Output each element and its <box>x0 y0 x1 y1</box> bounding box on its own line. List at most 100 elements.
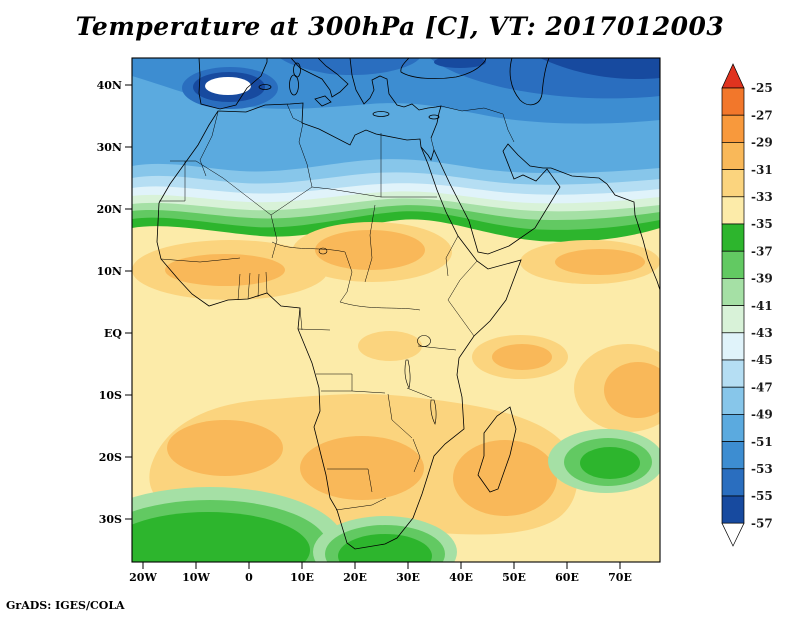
lake-chad <box>318 247 328 255</box>
lakes <box>318 247 437 425</box>
orange-south-core-central <box>300 436 424 500</box>
black-sea-coastline <box>400 58 487 79</box>
colorbar-tick-label: -31 <box>751 163 773 177</box>
temperature-field <box>132 58 660 562</box>
lat-tick-label: 20N <box>97 203 122 216</box>
border-line <box>195 160 382 216</box>
orange-arabian-sea-core <box>555 249 645 275</box>
lake-victoria <box>417 335 431 347</box>
colorbar-segment <box>721 495 745 524</box>
colorbar-tick-label: -45 <box>751 353 773 367</box>
colorbar-segment <box>721 250 745 279</box>
border-line <box>380 133 437 198</box>
colorbar-segment <box>721 196 745 225</box>
field-patch-darknavy-blacksea <box>434 58 486 68</box>
orange-west-africa-core <box>165 254 285 286</box>
chart-title: Temperature at 300hPa [C], VT: 201701200… <box>75 12 725 41</box>
colorbar-arrow-bottom <box>721 522 745 547</box>
lon-tick-label: 10W <box>182 571 210 584</box>
orange-east-africa-core <box>492 344 552 370</box>
colorbar-tick-label: -35 <box>751 217 773 231</box>
colorbar-segment <box>721 441 745 470</box>
colorbar-segment <box>721 332 745 361</box>
orange-south-core-west <box>167 420 283 476</box>
border-line <box>199 111 219 177</box>
caspian-sea-coastline <box>509 58 550 106</box>
colorbar-tick-label: -41 <box>751 299 773 313</box>
corsica-coastline <box>293 62 301 78</box>
sicily-coastline <box>314 95 332 107</box>
orange-sahara-core <box>315 230 425 270</box>
sardinia-coastline <box>289 74 299 96</box>
italy-coastline <box>290 58 349 98</box>
colorbar-segment <box>721 169 745 198</box>
green-cape-core <box>338 534 432 562</box>
lat-tick-label: 40N <box>97 79 122 92</box>
colorbar-tick-label: -57 <box>751 516 773 530</box>
coastlines <box>156 58 660 550</box>
lon-tick-label: 10E <box>290 571 314 584</box>
lon-tick-label: 50E <box>502 571 526 584</box>
lat-tick-label: 10N <box>97 265 122 278</box>
border-line <box>339 204 376 303</box>
colorbar-tick-label: -27 <box>751 108 773 122</box>
border-line <box>286 103 304 124</box>
lat-tick-label: EQ <box>104 327 122 340</box>
field-patch-navy-top <box>280 58 420 76</box>
border-line <box>430 105 515 151</box>
balearic-coastline <box>258 84 272 90</box>
lat-tick-label: 10S <box>99 389 122 402</box>
colorbar-segment <box>721 142 745 170</box>
colorbar-segment <box>721 305 745 334</box>
colorbar-tick-label: -53 <box>751 462 773 476</box>
greece-turkey-coastline <box>349 58 442 139</box>
lon-tick-label: 40E <box>449 571 473 584</box>
lon-tick-label: 60E <box>555 571 579 584</box>
country-borders <box>159 103 515 511</box>
iberia-cold-core-white <box>205 77 251 95</box>
colorbar-arrow-top <box>721 63 745 89</box>
colorbar-segment <box>721 114 745 143</box>
border-line <box>297 307 331 331</box>
border-line <box>406 387 433 399</box>
colorbar-tick-label: -25 <box>751 81 773 95</box>
border-line <box>445 235 478 337</box>
colorbar-tick-label: -33 <box>751 190 773 204</box>
lat-tick-label: 30S <box>99 513 122 526</box>
lon-tick-label: 0 <box>245 571 253 584</box>
colorbar-tick-label: -51 <box>751 435 773 449</box>
cyprus-coastline <box>428 114 440 120</box>
lon-tick-label: 20E <box>343 571 367 584</box>
lake-tanganyika <box>404 359 411 389</box>
arabia-coastline <box>420 143 660 291</box>
colorbar-segment <box>721 223 745 252</box>
green-se-core <box>580 447 640 479</box>
colorbar-segment <box>721 278 745 306</box>
colorbar-tick-label: -55 <box>751 489 773 503</box>
orange-south-core-madagascar <box>453 440 557 516</box>
madagascar-coastline <box>477 406 517 493</box>
colorbar-segment <box>721 468 745 497</box>
lon-tick-label: 30E <box>396 571 420 584</box>
colorbar-segment <box>721 386 745 415</box>
colorbar-tick-label: -39 <box>751 272 773 286</box>
colorbar-segment <box>721 414 745 442</box>
grads-credit: GrADS: IGES/COLA <box>6 599 125 612</box>
crete-coastline <box>372 111 390 117</box>
border-line <box>316 373 386 394</box>
iberia-coastline <box>198 58 268 110</box>
colorbar-tick-label: -49 <box>751 408 773 422</box>
colorbar-tick-label: -43 <box>751 326 773 340</box>
colorbar: -25 -27 -29 -31 -33 -35 -37 -39 -41 -43 … <box>721 63 773 547</box>
colorbar-segment <box>721 359 745 388</box>
orange-congo <box>358 331 422 361</box>
border-line <box>339 301 421 311</box>
border-line <box>387 393 421 473</box>
border-line <box>327 468 387 511</box>
lat-tick-label: 20S <box>99 451 122 464</box>
border-line <box>159 160 196 202</box>
plot-frame <box>131 57 661 563</box>
lon-tick-label: 70E <box>608 571 632 584</box>
orange-indian-ocean-core <box>604 362 660 418</box>
